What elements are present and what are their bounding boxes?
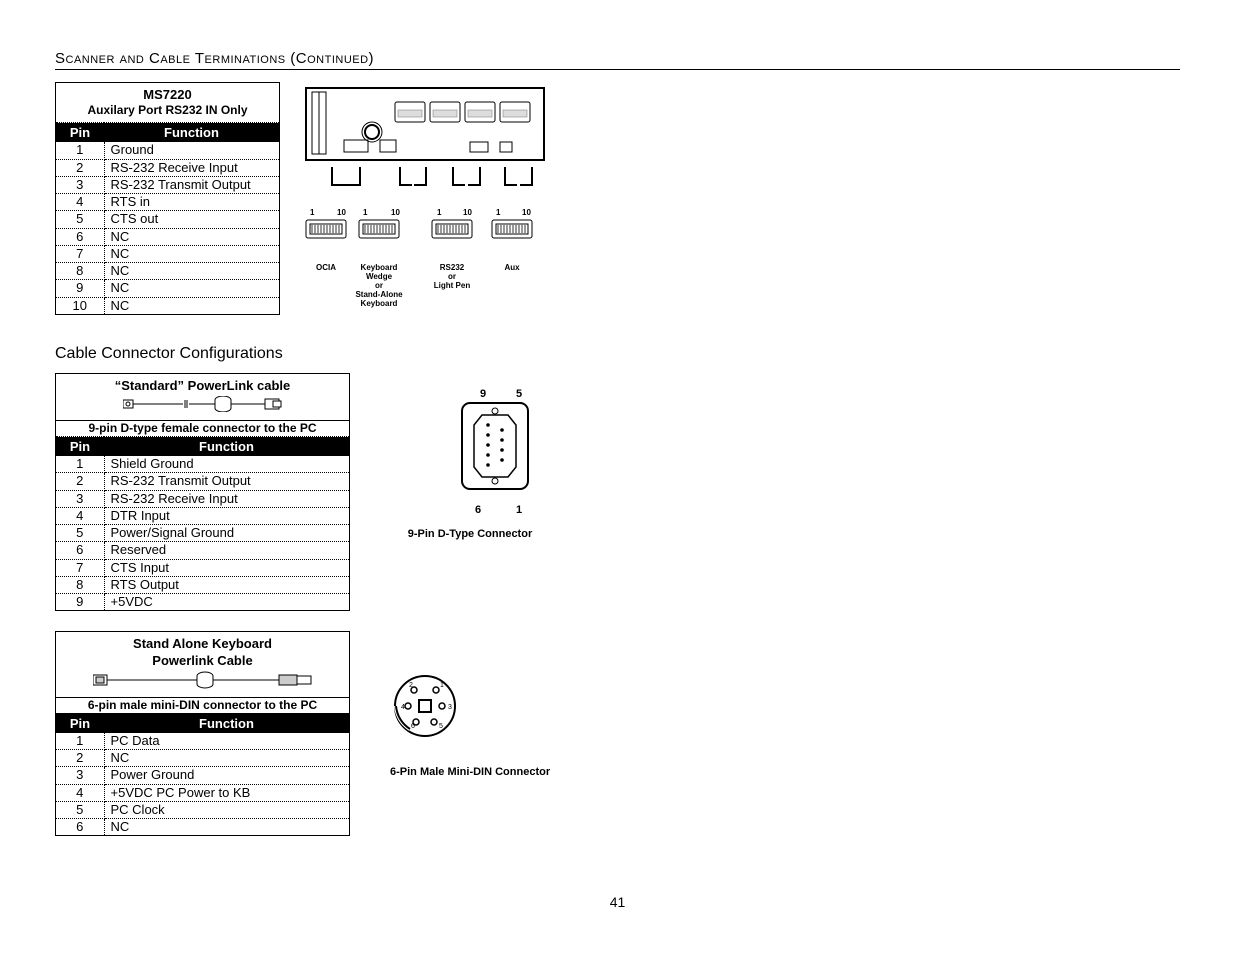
table-row: 3RS-232 Receive Input xyxy=(56,490,350,507)
scanner-back-diagram: 1 10 1 10 1 10 1 10 OCIAKeyboardWedgeorS… xyxy=(300,82,550,312)
table-row: 5CTS out xyxy=(56,211,280,228)
table-row: 8RTS Output xyxy=(56,576,350,593)
svg-text:Keyboard: Keyboard xyxy=(361,299,398,308)
svg-text:Stand-Alone: Stand-Alone xyxy=(355,290,403,299)
svg-text:10: 10 xyxy=(463,208,472,217)
svg-text:or: or xyxy=(375,281,383,290)
table-row: 5Power/Signal Ground xyxy=(56,525,350,542)
table-row: 8NC xyxy=(56,263,280,280)
table-row: 7CTS Input xyxy=(56,559,350,576)
svg-text:Light Pen: Light Pen xyxy=(434,281,471,290)
table-row: 1Ground xyxy=(56,142,280,159)
table-row: 6NC xyxy=(56,819,350,836)
svg-text:6: 6 xyxy=(411,723,415,730)
table-aux-port: MS7220Auxilary Port RS232 IN OnlyPinFunc… xyxy=(55,82,280,315)
mini-din-caption: 6-Pin Male Mini-DIN Connector xyxy=(390,766,550,778)
sub-heading: Cable Connector Configurations xyxy=(55,345,1180,363)
table-row: 2RS-232 Receive Input xyxy=(56,159,280,176)
mini-din-icon: 1 2 3 4 5 6 xyxy=(390,671,460,741)
table-powerlink: “Standard” PowerLink cable 9-pin D-type … xyxy=(55,373,350,612)
section-title: Scanner and Cable Terminations (Continue… xyxy=(55,50,1180,70)
table-row: 1PC Data xyxy=(56,733,350,750)
svg-text:1: 1 xyxy=(440,682,444,689)
svg-text:Wedge: Wedge xyxy=(366,272,393,281)
table-row: 5PC Clock xyxy=(56,801,350,818)
table-standalone-kb: Stand Alone KeyboardPowerlink Cable 6-pi… xyxy=(55,631,350,836)
table-row: 3RS-232 Transmit Output xyxy=(56,176,280,193)
svg-text:1: 1 xyxy=(310,208,315,217)
svg-text:6: 6 xyxy=(475,504,481,516)
table-row: 4RTS in xyxy=(56,194,280,211)
svg-text:Keyboard: Keyboard xyxy=(361,263,398,272)
svg-text:3: 3 xyxy=(448,704,452,711)
svg-text:1: 1 xyxy=(363,208,368,217)
svg-text:5: 5 xyxy=(439,723,443,730)
svg-text:RS232: RS232 xyxy=(440,263,465,272)
svg-text:4: 4 xyxy=(401,704,405,711)
table-row: 6Reserved xyxy=(56,542,350,559)
table-row: 4DTR Input xyxy=(56,507,350,524)
dtype-caption: 9-Pin D-Type Connector xyxy=(390,528,550,540)
table-row: 4+5VDC PC Power to KB xyxy=(56,784,350,801)
svg-text:10: 10 xyxy=(391,208,400,217)
svg-text:OCIA: OCIA xyxy=(316,263,336,272)
table-row: 9NC xyxy=(56,280,280,297)
svg-text:5: 5 xyxy=(516,388,522,400)
table-row: 9+5VDC xyxy=(56,594,350,611)
svg-text:9: 9 xyxy=(480,388,486,400)
svg-text:Aux: Aux xyxy=(504,263,520,272)
svg-text:1: 1 xyxy=(516,504,522,516)
table-row: 6NC xyxy=(56,228,280,245)
table-row: 2RS-232 Transmit Output xyxy=(56,473,350,490)
table-row: 10NC xyxy=(56,297,280,314)
table-row: 7NC xyxy=(56,245,280,262)
svg-text:1: 1 xyxy=(496,208,501,217)
table-row: 1Shield Ground xyxy=(56,456,350,473)
svg-text:or: or xyxy=(448,272,456,281)
table-row: 2NC xyxy=(56,750,350,767)
table-row: 3Power Ground xyxy=(56,767,350,784)
svg-text:2: 2 xyxy=(409,682,413,689)
svg-text:1: 1 xyxy=(437,208,442,217)
dtype-connector-icon: 9 5 6 1 xyxy=(390,373,550,523)
svg-text:10: 10 xyxy=(522,208,531,217)
svg-text:10: 10 xyxy=(337,208,346,217)
page-number: 41 xyxy=(610,894,626,910)
